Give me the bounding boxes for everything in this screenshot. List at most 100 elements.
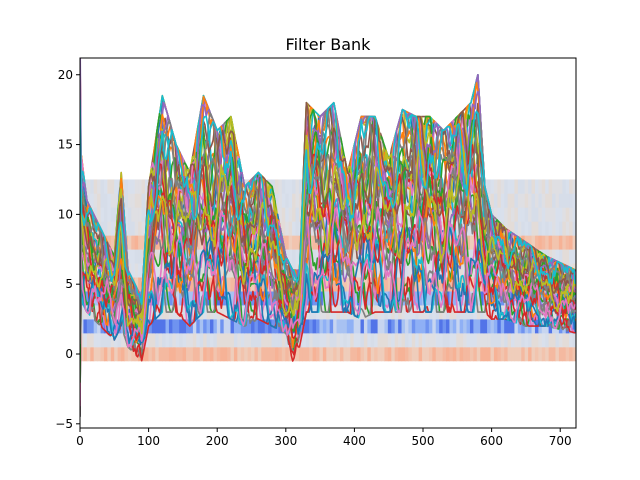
heatmap-cell [329, 291, 334, 306]
heatmap-cell [538, 207, 543, 222]
heatmap-cell [483, 347, 488, 362]
heatmap-cell [240, 305, 245, 320]
heatmap-cell [196, 235, 201, 250]
heatmap-cell [418, 347, 423, 362]
heatmap-cell [220, 347, 225, 362]
heatmap-cell [206, 319, 211, 334]
heatmap-cell [97, 193, 102, 208]
heatmap-cell [442, 333, 447, 348]
heatmap-cell [127, 249, 132, 264]
heatmap-cell [511, 193, 516, 208]
heatmap-cell [261, 305, 266, 320]
heatmap-cell [346, 319, 351, 334]
heatmap-cell [384, 291, 389, 306]
heatmap-cell [524, 347, 529, 362]
series-line [80, 193, 576, 349]
heatmap-cell [552, 333, 557, 348]
heatmap-cell [333, 277, 338, 292]
heatmap-cell [97, 319, 102, 334]
heatmap-cell [155, 347, 160, 362]
heatmap-cell [83, 277, 88, 292]
heatmap-cell [545, 347, 550, 362]
heatmap-cell [206, 263, 211, 278]
heatmap-cell [404, 263, 409, 278]
heatmap-cell [425, 319, 430, 334]
heatmap-cell [391, 305, 396, 320]
heatmap-cell [428, 319, 433, 334]
heatmap-cell [247, 319, 252, 334]
heatmap-cell [292, 179, 297, 194]
heatmap-cell [114, 207, 119, 222]
heatmap-cell [131, 193, 136, 208]
heatmap-cell [432, 319, 437, 334]
heatmap-cell [394, 347, 399, 362]
heatmap-cell [387, 333, 392, 348]
heatmap-cell [251, 319, 256, 334]
heatmap-cell [360, 347, 365, 362]
heatmap-cell [148, 319, 153, 334]
heatmap-cell [179, 347, 184, 362]
heatmap-cell [514, 319, 519, 334]
heatmap-cell [220, 319, 225, 334]
heatmap-cell [473, 347, 478, 362]
heatmap-cell [230, 291, 235, 306]
heatmap-cell [548, 333, 553, 348]
heatmap-cell [353, 249, 358, 264]
heatmap-cell [524, 207, 529, 222]
heatmap-cell [175, 347, 180, 362]
heatmap-cell [572, 333, 576, 348]
heatmap-cell [511, 221, 516, 236]
heatmap-cell [134, 207, 139, 222]
heatmap-cell [292, 249, 297, 264]
heatmap-cell [80, 333, 85, 348]
heatmap-cell [398, 277, 403, 292]
heatmap-cell [521, 207, 526, 222]
heatmap-cell [562, 347, 567, 362]
heatmap-cell [435, 249, 440, 264]
heatmap-cell [541, 333, 546, 348]
heatmap-cell [374, 319, 379, 334]
heatmap-cell [552, 207, 557, 222]
heatmap-cell [353, 193, 358, 208]
heatmap-cell [541, 347, 546, 362]
heatmap-cell [121, 347, 126, 362]
heatmap-cell [107, 319, 112, 334]
heatmap-cell [476, 319, 481, 334]
heatmap-cell [254, 347, 259, 362]
heatmap-cell [459, 277, 464, 292]
heatmap-cell [288, 193, 293, 208]
heatmap-cell [203, 333, 208, 348]
heatmap-cell [83, 305, 88, 320]
heatmap-cell [541, 221, 546, 236]
heatmap-cell [278, 207, 283, 222]
x-tick-label: 400 [343, 434, 366, 448]
heatmap-cell [124, 221, 129, 236]
heatmap-cell [127, 179, 132, 194]
heatmap-cell [469, 193, 474, 208]
heatmap-cell [524, 193, 529, 208]
heatmap-cell [531, 179, 536, 194]
heatmap-cell [134, 263, 139, 278]
heatmap-cell [117, 347, 122, 362]
heatmap-cell [446, 319, 451, 334]
heatmap-cell [411, 249, 416, 264]
heatmap-cell [357, 277, 362, 292]
heatmap-cell [541, 207, 546, 222]
heatmap-cell [531, 305, 536, 320]
x-tick-label: 300 [274, 434, 297, 448]
heatmap-cell [493, 319, 498, 334]
heatmap-cell [565, 179, 570, 194]
heatmap-cell [107, 347, 112, 362]
heatmap-cell [322, 333, 327, 348]
heatmap-cell [110, 347, 115, 362]
heatmap-cell [391, 347, 396, 362]
heatmap-cell [268, 347, 273, 362]
heatmap-cell [548, 193, 553, 208]
heatmap-cell [493, 277, 498, 292]
heatmap-cell [298, 193, 303, 208]
heatmap-cell [552, 249, 557, 264]
heatmap-cell [336, 347, 341, 362]
heatmap-cell [165, 319, 170, 334]
heatmap-cell [295, 347, 300, 362]
